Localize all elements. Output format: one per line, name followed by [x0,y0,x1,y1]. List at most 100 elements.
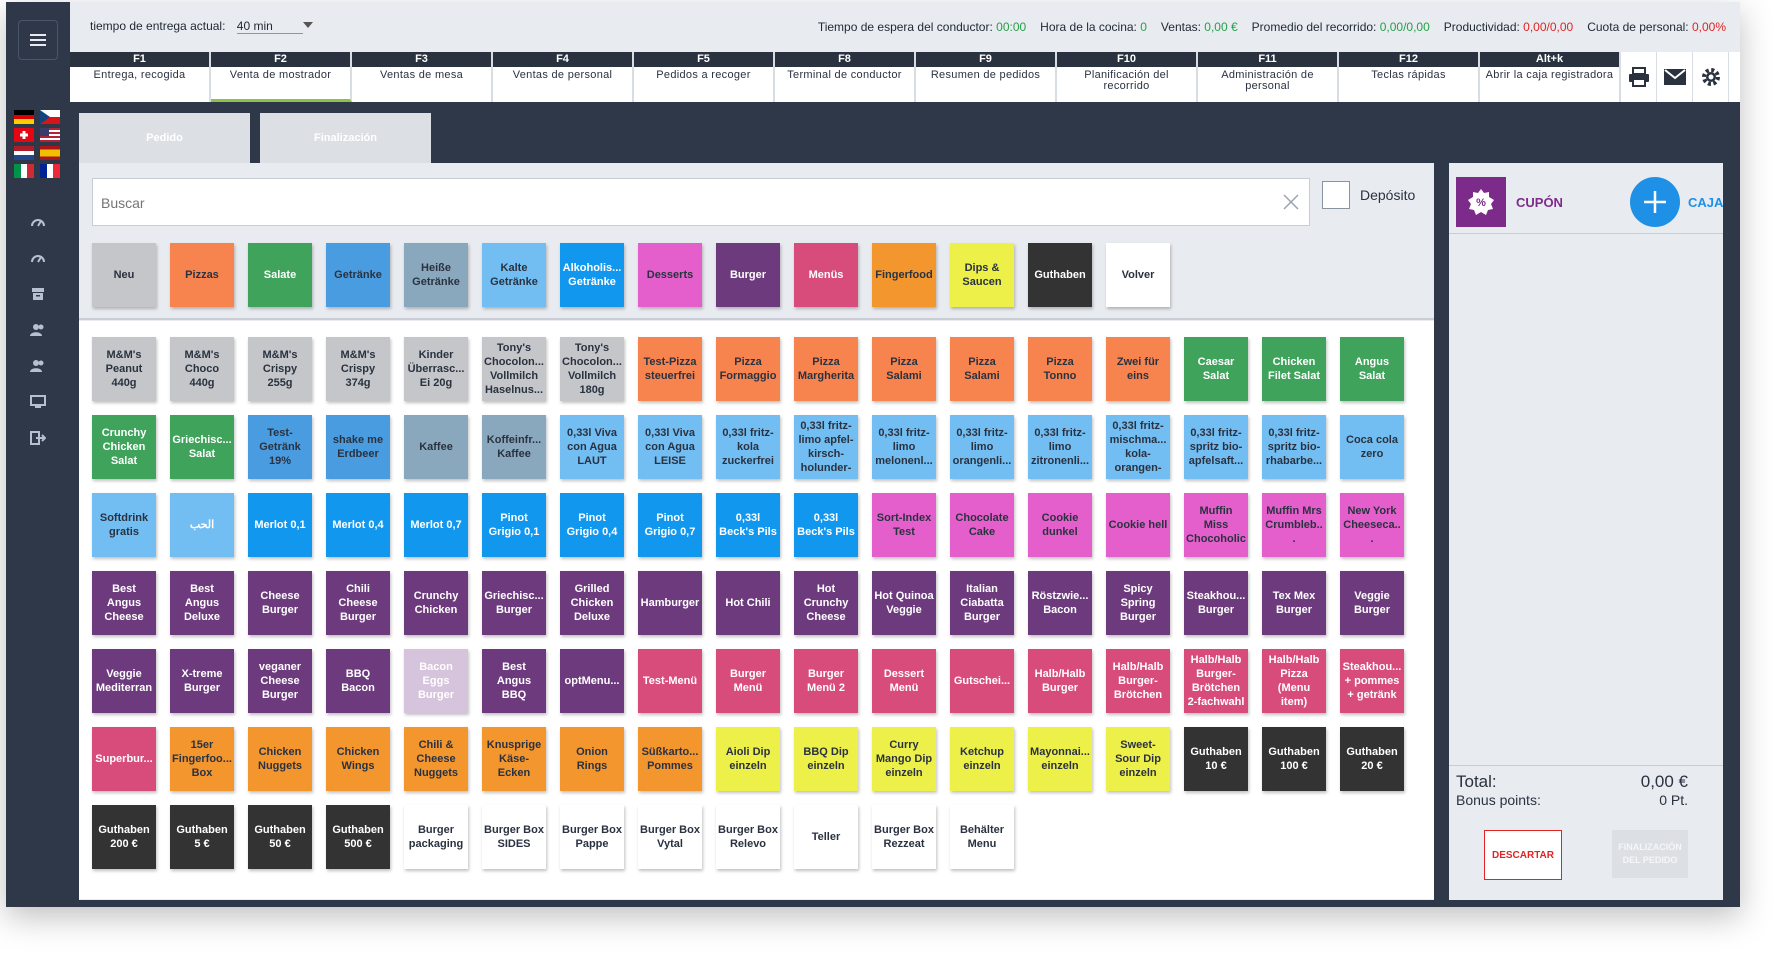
product-tile[interactable]: M&M's Peanut 440g [92,337,156,401]
category-tile[interactable]: Fingerfood [872,243,936,307]
product-tile[interactable]: Guthaben 20 € [1340,727,1404,791]
category-tile[interactable]: Menüs [794,243,858,307]
product-tile[interactable]: Best Angus BBQ [482,649,546,713]
add-cashbox-button[interactable] [1630,177,1680,227]
product-tile[interactable]: Kaffee [404,415,468,479]
product-tile[interactable]: Muffin Miss Chocoholic [1184,493,1248,557]
product-tile[interactable]: 0,33l fritz-kola zuckerfrei [716,415,780,479]
product-tile[interactable]: Mayonnai... einzeln [1028,727,1092,791]
product-tile[interactable]: BBQ Dip einzeln [794,727,858,791]
product-tile[interactable]: Grilled Chicken Deluxe [560,571,624,635]
product-tile[interactable]: Chicken Nuggets [248,727,312,791]
close-icon[interactable] [1281,192,1301,212]
product-tile[interactable]: Guthaben 5 € [170,805,234,869]
product-tile[interactable]: Pizza Margherita [794,337,858,401]
flag-fr-icon[interactable] [40,164,60,178]
product-tile[interactable]: Bacon Eggs Burger [404,649,468,713]
product-tile[interactable]: veganer Cheese Burger [248,649,312,713]
product-tile[interactable]: Halb/Halb Burger-Brötchen [1106,649,1170,713]
product-tile[interactable]: Best Angus Deluxe [170,571,234,635]
fkey-f9[interactable]: F9 Resumen de pedidos [916,52,1057,102]
product-tile[interactable]: Koffeinfr... Kaffee [482,415,546,479]
product-tile[interactable]: Hot Crunchy Cheese [794,571,858,635]
product-tile[interactable]: Cookie dunkel [1028,493,1092,557]
fkey-alt-k[interactable]: Alt+k Abrir la caja registradora [1480,52,1621,102]
product-tile[interactable]: Chocolate Cake [950,493,1014,557]
fkey-f1[interactable]: F1 Entrega, recogida [70,52,211,102]
product-tile[interactable]: Cheese Burger [248,571,312,635]
product-tile[interactable]: Pizza Tonno [1028,337,1092,401]
product-tile[interactable]: Halb/Halb Burger [1028,649,1092,713]
product-tile[interactable]: Knusprige Käse-Ecken [482,727,546,791]
product-tile[interactable]: Test-Menü [638,649,702,713]
coupon-button[interactable]: % [1456,177,1506,227]
flag-ch-icon[interactable] [14,128,34,142]
category-tile[interactable]: Salate [248,243,312,307]
product-tile[interactable]: Guthaben 200 € [92,805,156,869]
users-icon[interactable] [6,312,70,348]
product-tile[interactable]: Burger Box Pappe [560,805,624,869]
product-tile[interactable]: 0,33l fritz-limo apfel-kirsch-holunder- [794,415,858,479]
category-tile[interactable]: Desserts [638,243,702,307]
product-tile[interactable]: Gutschei... [950,649,1014,713]
product-tile[interactable]: Halb/Halb Pizza (Menu item) [1262,649,1326,713]
product-tile[interactable]: Guthaben 100 € [1262,727,1326,791]
product-tile[interactable]: Hot Chili [716,571,780,635]
product-tile[interactable]: Hot Quinoa Veggie [872,571,936,635]
product-tile[interactable]: Merlot 0,7 [404,493,468,557]
product-tile[interactable]: 0,33l Beck's Pils [794,493,858,557]
fkey-f5[interactable]: F5 Pedidos a recoger [634,52,775,102]
product-tile[interactable]: 0,33l fritz-spritz bio-rhabarbe... [1262,415,1326,479]
product-tile[interactable]: Guthaben 10 € [1184,727,1248,791]
flag-de-icon[interactable] [14,110,34,124]
product-tile[interactable]: Best Angus Cheese [92,571,156,635]
product-tile[interactable]: Test-Pizza steuerfrei [638,337,702,401]
product-tile[interactable]: Angus Salat [1340,337,1404,401]
fkey-f12[interactable]: F12 Teclas rápidas [1339,52,1480,102]
category-tile[interactable]: Pizzas [170,243,234,307]
product-tile[interactable]: Coca cola zero [1340,415,1404,479]
product-tile[interactable]: Guthaben 500 € [326,805,390,869]
product-tile[interactable]: Pizza Formaggio [716,337,780,401]
product-tile[interactable]: Chicken Wings [326,727,390,791]
deposit-checkbox[interactable]: Depósito [1322,181,1415,209]
product-tile[interactable]: Tex Mex Burger [1262,571,1326,635]
product-tile[interactable]: Griechisc... Salat [170,415,234,479]
product-tile[interactable]: Steakhou... + pommes + getränk [1340,649,1404,713]
product-tile[interactable]: Zwei für eins [1106,337,1170,401]
archive-box-icon[interactable] [6,276,70,312]
product-tile[interactable]: shake me Erdbeer [326,415,390,479]
coupon-label[interactable]: CUPÓN [1516,195,1563,210]
product-tile[interactable]: Ketchup einzeln [950,727,1014,791]
gear-button[interactable] [1693,52,1729,102]
product-tile[interactable]: Crunchy Chicken Salat [92,415,156,479]
product-tile[interactable]: M&M's Crispy 255g [248,337,312,401]
product-tile[interactable]: Sort-Index Test [872,493,936,557]
product-tile[interactable]: 0,33l Beck's Pils [716,493,780,557]
product-tile[interactable]: Hamburger [638,571,702,635]
fkey-f8[interactable]: F8 Terminal de conductor [775,52,916,102]
speed-gauge-icon[interactable] [6,240,70,276]
product-tile[interactable]: Veggie Burger [1340,571,1404,635]
product-tile[interactable]: Merlot 0,4 [326,493,390,557]
product-tile[interactable]: Chili & Cheese Nuggets [404,727,468,791]
product-tile[interactable]: 0,33l fritz-limo orangenli... [950,415,1014,479]
product-tile[interactable]: 0,33l fritz-spritz bio-apfelsaft... [1184,415,1248,479]
product-tile[interactable]: Pinot Grigio 0,4 [560,493,624,557]
fkey-f3[interactable]: F3 Ventas de mesa [352,52,493,102]
product-tile[interactable]: Röstzwie... Bacon [1028,571,1092,635]
product-tile[interactable]: Pizza Salami [872,337,936,401]
product-tile[interactable]: الحب [170,493,234,557]
product-tile[interactable]: Burger Menü [716,649,780,713]
product-tile[interactable]: Chicken Filet Salat [1262,337,1326,401]
product-tile[interactable]: optMenu... [560,649,624,713]
tab-finish[interactable]: Finalización [260,113,431,163]
delivery-time-select[interactable]: 40 min [236,19,303,34]
product-tile[interactable]: Crunchy Chicken [404,571,468,635]
product-tile[interactable]: Chili Cheese Burger [326,571,390,635]
mail-button[interactable] [1657,52,1693,102]
flag-es-icon[interactable] [40,146,60,160]
product-tile[interactable]: Griechisc... Burger [482,571,546,635]
category-tile[interactable]: Dips & Saucen [950,243,1014,307]
product-tile[interactable]: X-treme Burger [170,649,234,713]
